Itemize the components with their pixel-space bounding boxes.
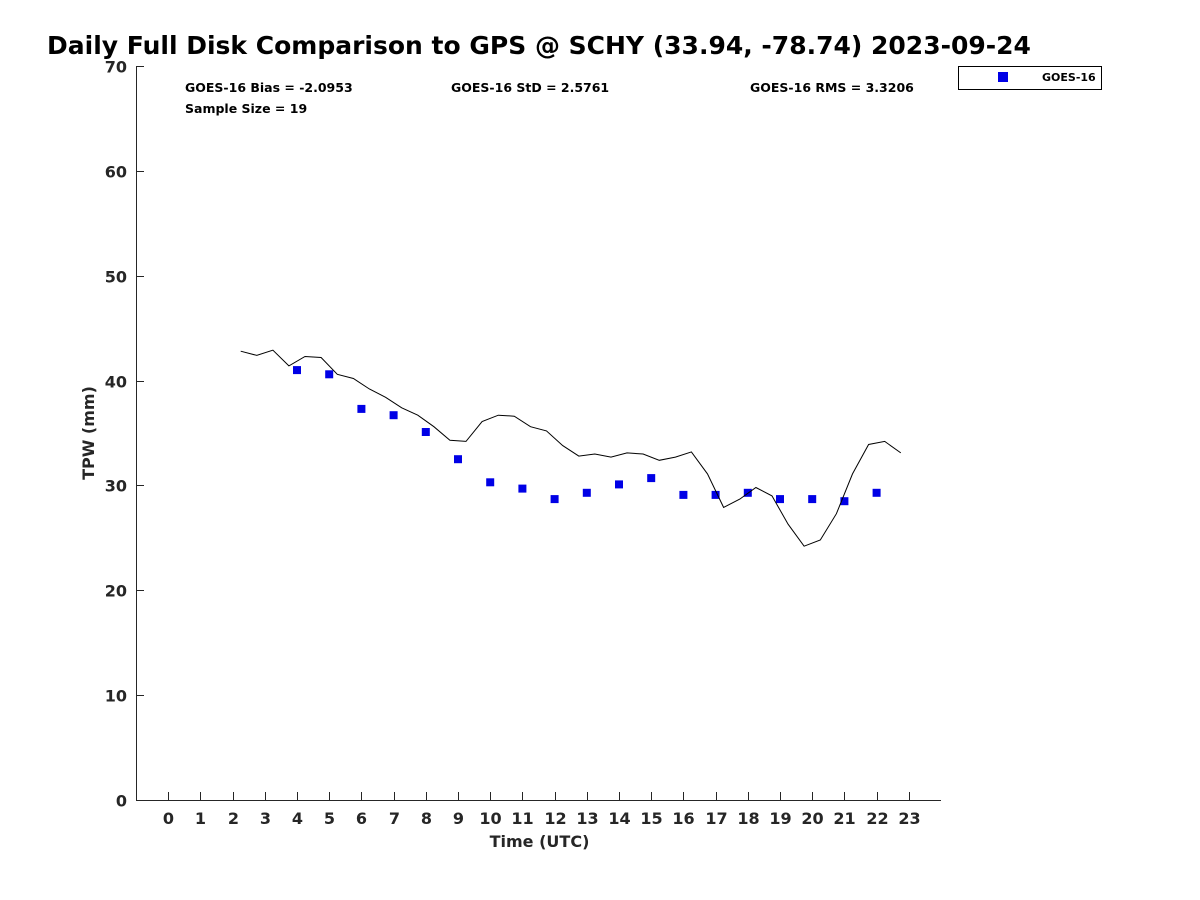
legend-box: [958, 66, 1102, 90]
goes16-point: [582, 488, 591, 497]
x-tick-label: 20: [801, 809, 823, 828]
x-tick-label: 23: [898, 809, 920, 828]
goes16-point: [550, 495, 559, 504]
legend: GOES-16: [958, 66, 1102, 90]
x-tick-label: 19: [769, 809, 791, 828]
x-axis-label: Time (UTC): [490, 832, 590, 851]
y-tick-label: 50: [105, 268, 127, 287]
x-tick-label: 11: [511, 809, 533, 828]
x-tick-label: 10: [479, 809, 501, 828]
x-tick-label: 18: [737, 809, 759, 828]
x-tick-label: 15: [640, 809, 662, 828]
plot-axes: [136, 66, 941, 801]
series-layer: [240, 349, 902, 547]
x-tick-label: 8: [421, 809, 432, 828]
x-tick-label: 16: [672, 809, 694, 828]
goes16-point: [325, 370, 334, 379]
chart-title: Daily Full Disk Comparison to GPS @ SCHY…: [47, 31, 1031, 60]
x-tick-label: 3: [260, 809, 271, 828]
bias-stat: GOES-16 Bias = -2.0953: [185, 80, 353, 95]
y-tick-label: 60: [105, 163, 127, 182]
goes16-point: [293, 366, 301, 375]
goes16-point: [454, 455, 462, 464]
goes16-point: [615, 480, 623, 489]
x-tick-label: 21: [833, 809, 855, 828]
x-tick-label: 17: [705, 809, 727, 828]
x-tick-label: 9: [453, 809, 464, 828]
y-tick-label: 20: [105, 582, 127, 601]
goes16-point: [679, 490, 688, 499]
y-tick-label: 10: [105, 687, 127, 706]
legend-marker: [998, 72, 1008, 82]
gps-tpw-line: [240, 349, 902, 547]
goes16-point: [518, 484, 527, 493]
x-tick-label: 5: [324, 809, 335, 828]
goes16-point: [486, 478, 495, 487]
goes16-point: [711, 490, 720, 499]
x-tick-label: 2: [228, 809, 239, 828]
goes16-point: [808, 495, 817, 504]
x-tick-label: 7: [389, 809, 400, 828]
x-tick-label: 6: [356, 809, 367, 828]
legend-label: GOES-16: [1042, 71, 1096, 84]
y-tick-label: 30: [105, 477, 127, 496]
goes16-point: [776, 495, 784, 504]
x-tick-label: 13: [576, 809, 598, 828]
std-stat: GOES-16 StD = 2.5761: [451, 80, 609, 95]
goes16-point: [421, 428, 430, 436]
goes16-point: [389, 411, 398, 420]
sample-size-stat: Sample Size = 19: [185, 101, 307, 116]
x-tick-label: 0: [163, 809, 174, 828]
y-tick-label: 40: [105, 373, 127, 392]
y-axis-label: TPW (mm): [79, 386, 98, 480]
x-axis-ticks: 0 1 2 3 4 5 6 7 8 9 10 11 12 13 14 15 16 17 18 19 20 21 22 23: [163, 792, 921, 828]
goes16-point: [357, 404, 366, 413]
goes16-point: [872, 488, 881, 497]
y-axis-ticks: 0 10 20 30 40 50 60 70: [105, 58, 144, 811]
y-tick-label: 70: [105, 58, 127, 77]
x-tick-label: 14: [608, 809, 630, 828]
x-tick-label: 1: [195, 809, 206, 828]
goes16-point: [840, 497, 849, 506]
x-tick-label: 12: [544, 809, 566, 828]
x-tick-label: 22: [866, 809, 888, 828]
y-tick-label: 0: [116, 792, 127, 811]
goes16-point: [647, 474, 656, 483]
rms-stat: GOES-16 RMS = 3.3206: [750, 80, 914, 95]
x-tick-label: 4: [292, 809, 303, 828]
